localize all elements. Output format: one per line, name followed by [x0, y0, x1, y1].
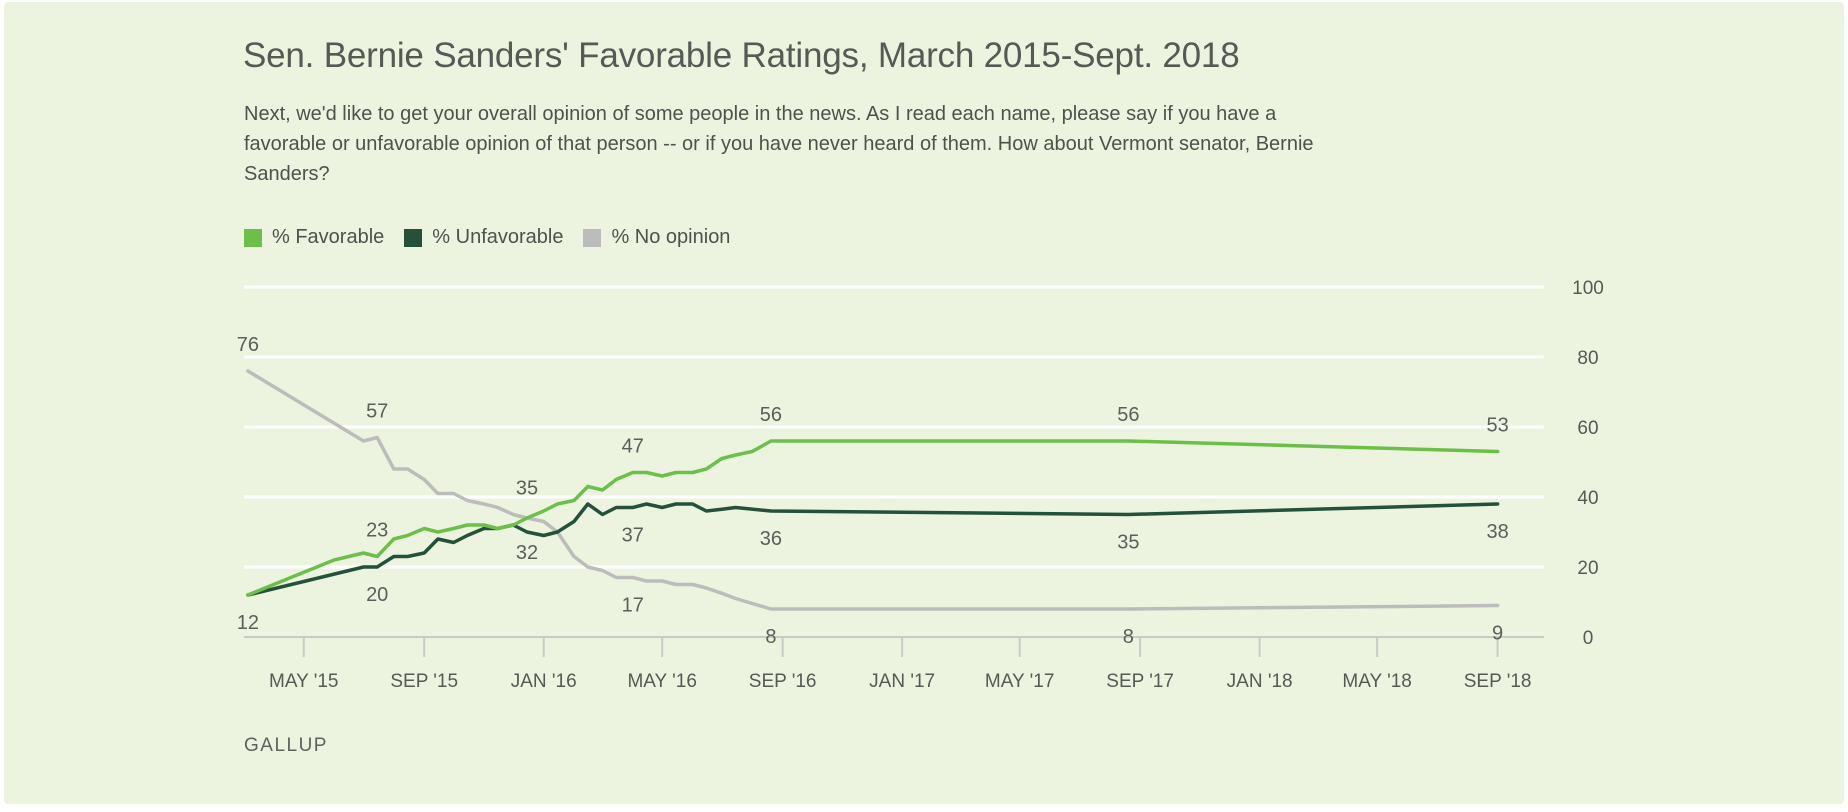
y-tick-label: 40: [1577, 488, 1598, 509]
legend-item-favorable: % Favorable: [244, 226, 384, 249]
x-tick-label: MAY '17: [985, 671, 1054, 692]
y-tick-label: 0: [1583, 628, 1594, 649]
legend-label-favorable: % Favorable: [272, 226, 385, 248]
series-line-no-opinion: [246, 369, 1500, 611]
x-tick-label: MAY '16: [627, 671, 696, 692]
chart-subtitle: Next, we'd like to get your overall opin…: [244, 103, 1314, 185]
chart-legend: % Favorable % Unfavorable % No opinion: [244, 226, 730, 249]
series-line-unfavorable: [246, 502, 1500, 597]
legend-item-no-opinion: % No opinion: [583, 226, 730, 249]
data-label-no-opinion: 57: [366, 401, 388, 423]
data-label-no-opinion: 35: [516, 478, 538, 500]
legend-item-unfavorable: % Unfavorable: [404, 226, 563, 249]
x-tick-label: MAY '18: [1342, 671, 1411, 692]
data-label-favorable: 56: [760, 404, 782, 426]
y-tick-label: 100: [1572, 278, 1604, 299]
data-label-unfavorable: 37: [622, 525, 644, 547]
data-label-unfavorable: 38: [1486, 521, 1508, 543]
data-label-favorable: 23: [366, 520, 388, 542]
data-label-unfavorable: 35: [1117, 532, 1139, 554]
data-label-favorable: 12: [237, 612, 259, 634]
legend-swatch-unfavorable: [404, 228, 423, 247]
data-label-favorable: 56: [1117, 404, 1139, 426]
data-label-no-opinion: 76: [237, 334, 259, 356]
x-tick-label: SEP '17: [1106, 671, 1174, 692]
chart-panel: [4, 2, 1844, 804]
y-tick-label: 80: [1577, 348, 1598, 369]
series-line-favorable: [246, 439, 1500, 597]
chart-title: Sen. Bernie Sanders' Favorable Ratings, …: [243, 36, 1240, 75]
x-tick-label: JAN '16: [511, 671, 577, 692]
source-label: GALLUP: [244, 735, 328, 756]
data-label-no-opinion: 8: [765, 626, 776, 648]
data-label-unfavorable: 32: [516, 542, 538, 564]
x-tick-label: JAN '17: [869, 671, 935, 692]
data-label-no-opinion: 8: [1123, 626, 1134, 648]
data-label-no-opinion: 17: [622, 595, 644, 617]
y-tick-label: 20: [1577, 558, 1598, 579]
legend-label-no-opinion: % No opinion: [611, 226, 731, 248]
data-label-unfavorable: 36: [760, 528, 782, 550]
x-tick-label: SEP '16: [749, 671, 817, 692]
x-tick-label: MAY '15: [269, 671, 338, 692]
data-label-favorable: 47: [622, 436, 644, 458]
y-tick-label: 60: [1577, 418, 1598, 439]
data-label-no-opinion: 9: [1492, 623, 1503, 645]
legend-swatch-no-opinion: [583, 228, 602, 247]
legend-swatch-favorable: [244, 228, 262, 247]
x-tick-label: SEP '18: [1464, 671, 1532, 692]
legend-label-unfavorable: % Unfavorable: [432, 226, 564, 248]
x-tick-label: SEP '15: [390, 671, 458, 692]
x-tick-label: JAN '18: [1227, 671, 1293, 692]
data-label-unfavorable: 20: [366, 584, 388, 606]
data-label-favorable: 53: [1486, 415, 1508, 437]
